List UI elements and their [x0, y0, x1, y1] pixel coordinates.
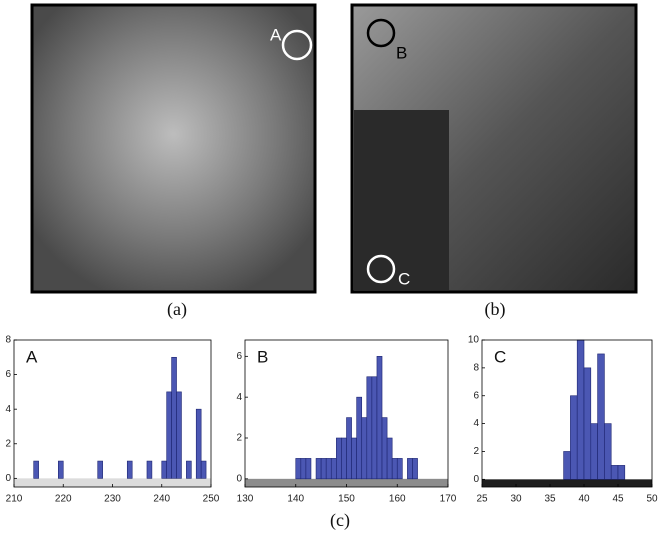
image-b-mug [354, 110, 449, 290]
bar [300, 458, 307, 480]
bar [320, 458, 327, 480]
x-tick-label: 130 [237, 494, 254, 505]
marker-circle [366, 18, 396, 48]
axes-frame [481, 339, 653, 488]
marker-circle [366, 254, 396, 284]
y-tick-label: 10 [468, 335, 480, 346]
bar [330, 458, 337, 480]
bar [346, 417, 352, 480]
y-tick-label: 2 [473, 446, 479, 457]
bar [610, 465, 619, 480]
bar [386, 437, 393, 480]
x-tick-label: 160 [389, 494, 406, 505]
bar [166, 391, 172, 479]
marker-label: A [270, 25, 282, 44]
bar [396, 458, 403, 480]
bar [195, 408, 202, 479]
x-tick-label: 240 [153, 494, 170, 505]
x-tick-label: 45 [612, 494, 624, 505]
bar [351, 437, 357, 480]
x-tick-label: 35 [544, 494, 556, 505]
x-tick-label: 150 [338, 494, 355, 505]
bar [617, 465, 626, 480]
bar [146, 460, 153, 479]
y-tick-label: 8 [5, 335, 11, 346]
bar [336, 437, 342, 480]
x-tick-label: 230 [104, 494, 121, 505]
bar [295, 458, 302, 480]
bar [176, 391, 182, 479]
y-tick-label: 6 [5, 369, 11, 380]
bar [200, 460, 207, 479]
y-tick-label: 4 [473, 418, 479, 429]
annotation: C [494, 347, 506, 366]
x-tick-label: 140 [287, 494, 304, 505]
bar [604, 423, 612, 480]
bar [58, 460, 64, 479]
x-tick-label: 220 [55, 494, 72, 505]
bar [171, 356, 177, 479]
x-tick-label: 250 [203, 494, 220, 505]
bar [325, 458, 332, 480]
bar [97, 460, 103, 479]
annotation: B [257, 347, 268, 366]
image-a [30, 3, 317, 294]
y-tick-label: 0 [5, 473, 11, 484]
bar [412, 458, 418, 480]
intensity-strip [14, 478, 211, 487]
bar [305, 458, 312, 480]
bar [570, 395, 578, 480]
caption: (b) [485, 299, 506, 320]
y-tick-label: 8 [473, 363, 479, 374]
y-tick-label: 4 [236, 392, 242, 403]
y-tick-label: 6 [473, 390, 479, 401]
bar [563, 451, 571, 480]
bar [381, 417, 388, 480]
bar [583, 367, 592, 480]
intensity-strip [482, 479, 652, 487]
bar [376, 356, 383, 480]
bar [315, 458, 322, 480]
bar [356, 396, 363, 480]
bar [361, 417, 368, 480]
x-tick-label: 210 [6, 494, 23, 505]
caption: (c) [330, 510, 350, 531]
y-tick-label: 4 [5, 404, 11, 415]
bar [186, 460, 192, 479]
bar [576, 339, 585, 480]
marker-label: B [396, 43, 407, 62]
y-tick-label: 2 [236, 433, 242, 444]
bar [590, 423, 598, 480]
y-tick-label: 0 [473, 474, 479, 485]
bar [341, 437, 347, 480]
bar [126, 460, 133, 479]
y-tick-label: 6 [236, 351, 242, 362]
bar [366, 376, 373, 480]
y-tick-label: 0 [236, 473, 242, 484]
caption: (a) [167, 299, 187, 320]
bar [371, 376, 378, 480]
intensity-strip [245, 478, 448, 487]
x-tick-label: 25 [476, 494, 488, 505]
bar [33, 460, 39, 479]
marker-label: C [398, 269, 410, 288]
x-tick-label: 170 [440, 494, 457, 505]
bar [391, 458, 398, 480]
bar [161, 460, 167, 479]
y-tick-label: 2 [5, 438, 11, 449]
x-tick-label: 50 [646, 494, 658, 505]
marker-circle [281, 29, 313, 61]
x-tick-label: 30 [510, 494, 522, 505]
annotation: A [26, 347, 38, 366]
bar [407, 458, 413, 480]
bar [597, 353, 605, 480]
x-tick-label: 40 [578, 494, 590, 505]
